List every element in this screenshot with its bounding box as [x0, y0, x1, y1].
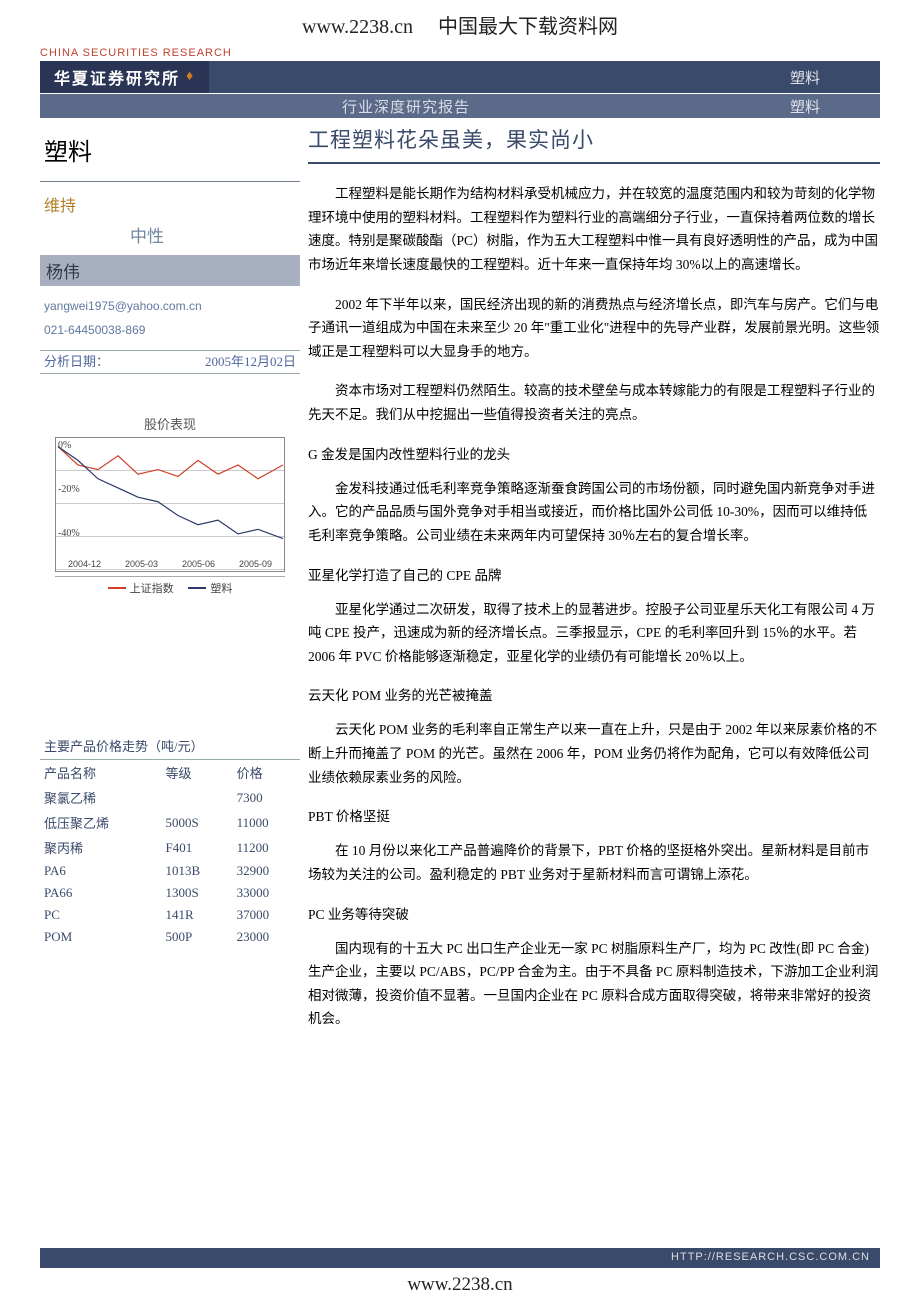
analyst-phone: 021-64450038-869	[44, 318, 296, 342]
price-col-header: 等级	[162, 760, 233, 785]
price-cell: F401	[162, 835, 233, 860]
sub-banner: 行业深度研究报告 塑料	[40, 94, 880, 118]
rating-maintain: 维持	[40, 190, 300, 222]
para-4: 金发科技通过低毛利率竞争策略逐渐蚕食跨国公司的市场份额，同时避免国内新竞争对手进…	[308, 477, 880, 548]
sidebar: 塑料 维持 中性 杨伟 yangwei1975@yahoo.com.cn 021…	[40, 118, 300, 1047]
legend-0: 上证指数	[130, 580, 174, 596]
price-cell: PA6	[40, 860, 162, 882]
rating-neutral: 中性	[40, 222, 300, 253]
price-cell: 低压聚乙烯	[40, 810, 162, 835]
header-url[interactable]: www.2238.cn	[302, 16, 413, 38]
xtick: 2005-06	[182, 559, 215, 569]
table-row: PC141R37000	[40, 904, 300, 926]
date-label: 分析日期：	[44, 351, 109, 370]
price-cell: 聚氯乙稀	[40, 785, 162, 810]
para-2: 2002 年下半年以来，国民经济出现的新的消费热点与经济增长点，即汽车与房产。它…	[308, 293, 880, 364]
para-7: 在 10 月份以来化工产品普遍降价的背景下，PBT 价格的坚挺格外突出。星新材料…	[308, 839, 880, 886]
analysis-date-row: 分析日期： 2005年12月02日	[40, 350, 300, 374]
org-logo: 华夏证券研究所 ♦	[40, 61, 209, 93]
price-cell: 11000	[233, 810, 300, 835]
banner-bar: 华夏证券研究所 ♦ 塑料	[40, 61, 880, 93]
chart-title: 股价表现	[40, 414, 300, 433]
para-8: 国内现有的十五大 PC 出口生产企业无一家 PC 树脂原料生产厂，均为 PC 改…	[308, 937, 880, 1032]
xtick: 2004-12	[68, 559, 101, 569]
price-cell: 11200	[233, 835, 300, 860]
price-cell: 23000	[233, 926, 300, 948]
header-desc: 中国最大下载资料网	[438, 16, 618, 38]
footer-bar: HTTP://RESEARCH.CSC.COM.CN	[40, 1248, 880, 1268]
flame-icon: ♦	[186, 69, 195, 85]
subbar-right: 塑料	[790, 96, 820, 117]
price-table-title: 主要产品价格走势（吨/元）	[40, 736, 300, 760]
price-cell: 32900	[233, 860, 300, 882]
main-content: 工程塑料花朵虽美，果实尚小 工程塑料是能长期作为结构材料承受机械应力，并在较宽的…	[300, 118, 880, 1047]
date-value: 2005年12月02日	[205, 351, 296, 370]
price-cell: POM	[40, 926, 162, 948]
para-6: 云天化 POM 业务的毛利率自正常生产以来一直在上升，只是由于 2002 年以来…	[308, 718, 880, 789]
banner-eng: CHINA SECURITIES RESEARCH	[40, 45, 880, 61]
table-row: 聚丙稀F40111200	[40, 835, 300, 860]
price-cell: 7300	[233, 785, 300, 810]
xtick: 2005-03	[125, 559, 158, 569]
table-row: 低压聚乙烯5000S11000	[40, 810, 300, 835]
subbar-left: 行业深度研究报告	[342, 96, 470, 117]
report-title: 工程塑料花朵虽美，果实尚小	[308, 118, 880, 164]
table-row: PA61013B32900	[40, 860, 300, 882]
heading-2: 亚星化学打造了自己的 CPE 品牌	[308, 564, 880, 584]
price-cell: 37000	[233, 904, 300, 926]
footer-url[interactable]: HTTP://RESEARCH.CSC.COM.CN	[671, 1251, 870, 1263]
chart-legend: 上证指数 塑料	[55, 576, 285, 596]
analyst-email[interactable]: yangwei1975@yahoo.com.cn	[44, 294, 296, 318]
para-5: 亚星化学通过二次研发，取得了技术上的显著进步。控股子公司亚星乐天化工有限公司 4…	[308, 598, 880, 669]
para-3: 资本市场对工程塑料仍然陌生。较高的技术壁垒与成本转嫁能力的有限是工程塑料子行业的…	[308, 379, 880, 426]
table-row: PA661300S33000	[40, 882, 300, 904]
price-cell: PC	[40, 904, 162, 926]
page-header: www.2238.cn 中国最大下载资料网	[0, 0, 920, 45]
price-cell: PA66	[40, 882, 162, 904]
banner-tag-top: 塑料	[790, 67, 820, 88]
chart-svg	[56, 438, 286, 558]
heading-5: PC 业务等待突破	[308, 903, 880, 923]
table-row: POM500P23000	[40, 926, 300, 948]
analyst-name: 杨伟	[40, 255, 300, 286]
org-logo-text: 华夏证券研究所	[54, 65, 180, 89]
price-cell: 5000S	[162, 810, 233, 835]
price-col-header: 产品名称	[40, 760, 162, 785]
heading-3: 云天化 POM 业务的光芒被掩盖	[308, 684, 880, 704]
heading-1: G 金发是国内改性塑料行业的龙头	[308, 443, 880, 463]
price-cell: 500P	[162, 926, 233, 948]
table-row: 聚氯乙稀 7300	[40, 785, 300, 810]
price-cell: 141R	[162, 904, 233, 926]
price-cell: 33000	[233, 882, 300, 904]
price-col-header: 价格	[233, 760, 300, 785]
legend-1: 塑料	[210, 580, 232, 596]
contact-block: yangwei1975@yahoo.com.cn 021-64450038-86…	[40, 294, 300, 350]
price-cell: 1300S	[162, 882, 233, 904]
footer-bottom: www.2238.cn	[0, 1274, 920, 1296]
price-cell: 1013B	[162, 860, 233, 882]
price-table: 产品名称等级价格 聚氯乙稀7300低压聚乙烯5000S11000聚丙稀F4011…	[40, 760, 300, 948]
price-cell	[162, 785, 233, 810]
xtick: 2005-09	[239, 559, 272, 569]
para-1: 工程塑料是能长期作为结构材料承受机械应力，并在较宽的温度范围内和较为苛刻的化学物…	[308, 182, 880, 277]
price-cell: 聚丙稀	[40, 835, 162, 860]
price-performance-chart: 0% -20% -40% 2004-12 2005-03 2005-06 200…	[55, 437, 285, 572]
chart-xlabels: 2004-12 2005-03 2005-06 2005-09	[56, 559, 284, 569]
heading-4: PBT 价格坚挺	[308, 805, 880, 825]
category-title: 塑料	[40, 124, 300, 181]
